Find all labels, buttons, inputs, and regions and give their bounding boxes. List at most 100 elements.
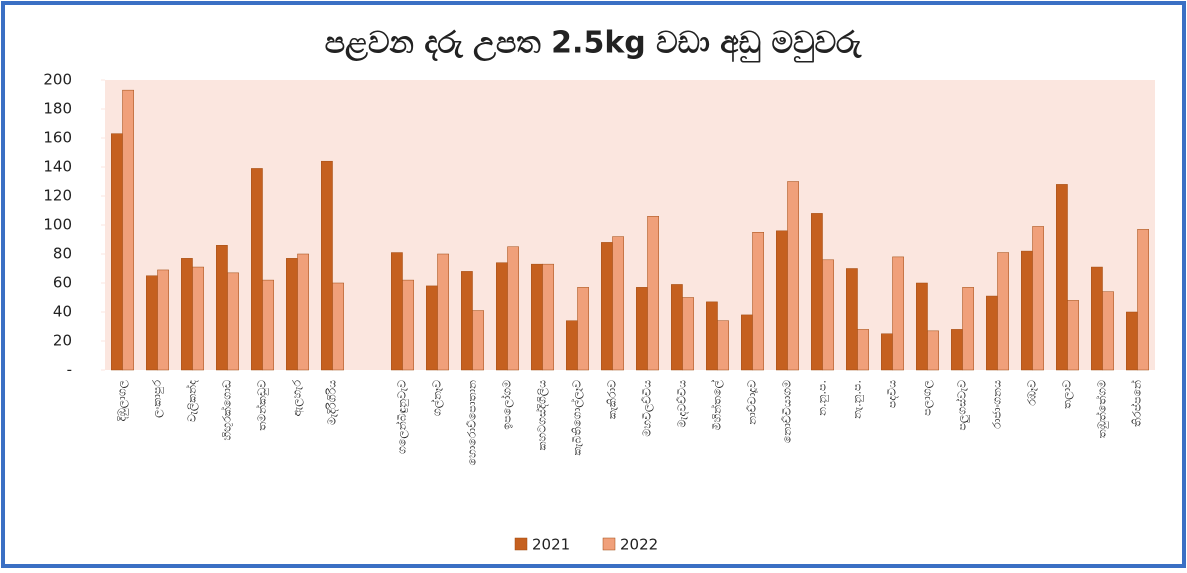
bar (321, 160, 333, 371)
bar (426, 285, 438, 371)
x-tick-label: මැදවච්චිය (676, 380, 689, 428)
x-tick-label: හොරොව්පොතාන (466, 380, 479, 466)
x-tick-label: රඹෑව (1026, 380, 1039, 406)
bar (262, 279, 274, 371)
bar (286, 258, 298, 371)
bar (916, 282, 928, 371)
bar (157, 269, 169, 371)
y-tick-label: 20 (53, 332, 72, 350)
bar (1137, 229, 1149, 371)
bar (636, 287, 648, 371)
x-tick-label: වැලිකන්ද (184, 380, 199, 422)
bar (706, 301, 718, 371)
bar (332, 282, 344, 371)
x-tick-label: නැ.නු.ප. (851, 380, 864, 419)
x-tick-label: මිහින්තලේ (709, 379, 724, 430)
bar (461, 271, 473, 371)
bar (192, 266, 204, 371)
x-tick-label: න.නු.ප. (816, 380, 829, 416)
bar (846, 268, 858, 371)
bar (122, 89, 134, 371)
bar (857, 329, 869, 371)
bar (402, 279, 414, 371)
bar (647, 216, 659, 371)
x-tick-label: තිරප්පනේ (1129, 380, 1143, 427)
x-tick-label: ඉපලෝගම (500, 380, 515, 430)
bar (892, 256, 904, 371)
bar (671, 284, 683, 371)
x-tick-label: තලාව (1061, 380, 1075, 409)
bar (962, 287, 974, 371)
bar (507, 246, 519, 371)
plot-area (105, 80, 1155, 370)
x-tick-label: කැකිරාව (606, 380, 619, 419)
bar (111, 133, 123, 371)
bar (752, 232, 764, 371)
bar (951, 329, 963, 371)
x-tick-label: නාච්චාදූව (746, 380, 759, 425)
bar (566, 320, 578, 371)
y-tick-label: 120 (43, 187, 72, 205)
bar (1126, 311, 1138, 371)
x-tick-label: දිඹුලාගල (116, 379, 130, 421)
bar (1032, 226, 1044, 371)
y-tick-label: 60 (53, 274, 72, 292)
x-tick-label: තඹුත්තේගම (1094, 380, 1109, 438)
bar (181, 258, 193, 371)
legend-swatch (514, 537, 528, 551)
bar (1102, 291, 1114, 371)
bar (542, 263, 554, 371)
bar (682, 297, 694, 371)
bar (927, 330, 939, 371)
x-tick-label: කහටගස්දිගිලිය (534, 380, 549, 450)
bar (881, 333, 893, 371)
bar (986, 295, 998, 371)
bar (496, 262, 508, 371)
y-tick-label: 200 (43, 71, 72, 89)
x-tick-label: මැදිරිගිරිය (326, 380, 339, 425)
bar (146, 275, 158, 371)
x-tick-label: පලුගස්වැව (954, 380, 970, 431)
bar (741, 314, 753, 371)
legend-swatch (602, 537, 616, 551)
x-tick-label: තමන්කඩුව (254, 380, 269, 431)
bar (1021, 250, 1033, 371)
y-tick-label: 140 (43, 158, 72, 176)
bar (437, 253, 449, 371)
bar (577, 287, 589, 371)
x-tick-label: ඇලහැර (291, 380, 305, 417)
bar (216, 245, 228, 371)
bar (601, 242, 613, 371)
y-tick-label: 40 (53, 303, 72, 321)
y-tick-label: 80 (53, 245, 72, 263)
bar (531, 263, 543, 371)
y-tick-label: - (67, 361, 72, 379)
bar (811, 213, 823, 371)
x-tick-label: ලංකාපුර (151, 380, 165, 418)
bar (1056, 184, 1068, 371)
bar (472, 310, 484, 371)
x-tick-label: ගලෙන්බිඳුනුවැව (394, 380, 409, 454)
x-tick-label: ගල්නෑව (429, 380, 444, 416)
bar (776, 230, 788, 371)
x-tick-label: රාජාංගනය (991, 380, 1004, 429)
bar (227, 272, 239, 371)
bar (787, 181, 799, 371)
bar (1091, 266, 1103, 371)
x-tick-label: නොච්චියාගම (781, 380, 794, 443)
x-tick-label: පලාගල (921, 379, 935, 415)
bar (997, 252, 1009, 371)
y-tick-label: 160 (43, 129, 72, 147)
y-tick-label: 180 (43, 100, 72, 118)
x-tick-label: මහවිලච්චිය (641, 380, 655, 437)
legend-label: 2021 (532, 536, 570, 554)
x-tick-label: පදවිය (886, 380, 899, 408)
bar (717, 320, 729, 371)
y-tick-label: 100 (43, 216, 72, 234)
bar (1067, 300, 1079, 371)
bar (251, 168, 263, 371)
bar (822, 259, 834, 371)
bar (612, 236, 624, 371)
